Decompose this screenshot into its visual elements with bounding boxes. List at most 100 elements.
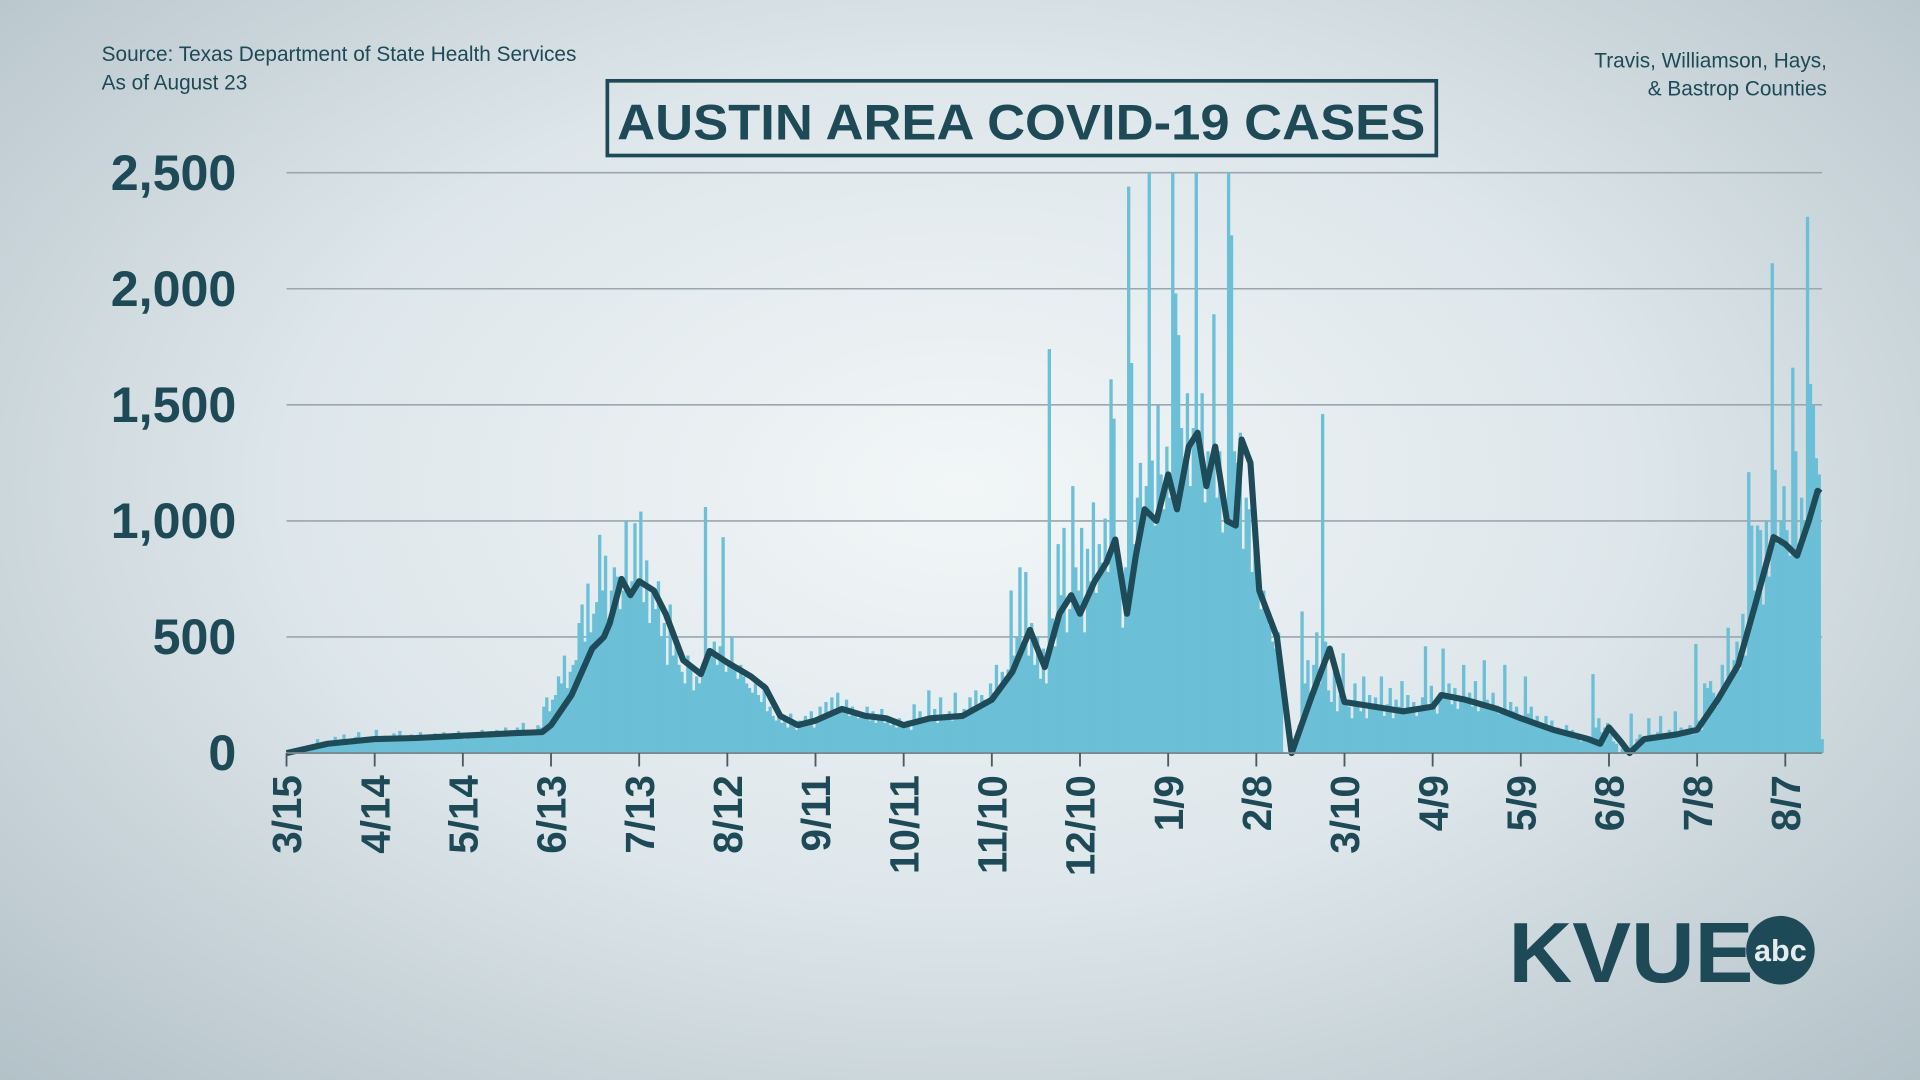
- daily-bar: [983, 699, 987, 754]
- daily-bar: [1720, 664, 1724, 754]
- daily-bar: [553, 695, 558, 754]
- daily-bar: [436, 739, 440, 754]
- daily-bar: [1056, 544, 1060, 754]
- daily-bar: [665, 664, 669, 754]
- daily-bar: [965, 711, 969, 754]
- x-tick-label: 12/10: [1058, 775, 1104, 876]
- daily-bar: [1059, 595, 1063, 754]
- daily-bar: [1032, 664, 1037, 754]
- daily-bar: [415, 735, 420, 754]
- daily-bar: [1397, 706, 1401, 754]
- daily-bar: [1426, 706, 1431, 754]
- daily-bar: [859, 713, 863, 754]
- daily-bar: [668, 604, 672, 754]
- daily-bar: [362, 737, 367, 754]
- daily-bar: [1800, 497, 1804, 754]
- x-axis-ticks: 3/15 4/14 5/14 6/13 7/13 8/12 9/11 10/11 11/10 12…: [264, 753, 1809, 876]
- daily-bar: [1697, 720, 1701, 754]
- daily-bar: [1738, 669, 1742, 754]
- x-tick-label: 10/11: [881, 775, 927, 874]
- daily-bar: [506, 731, 511, 754]
- daily-bar: [383, 735, 387, 754]
- logo-text: KVUE: [1509, 905, 1754, 1001]
- daily-bar: [515, 727, 520, 754]
- daily-bar: [1732, 660, 1736, 754]
- daily-bar: [1276, 632, 1281, 754]
- daily-bar: [345, 741, 349, 754]
- daily-bar: [1238, 432, 1242, 754]
- daily-bar: [706, 655, 711, 754]
- daily-bar: [739, 664, 743, 754]
- daily-bar: [753, 683, 758, 754]
- daily-bar: [977, 704, 981, 754]
- daily-bar: [351, 740, 355, 754]
- daily-bar: [1776, 544, 1780, 754]
- daily-bar: [994, 664, 999, 754]
- daily-bar: [1379, 676, 1384, 754]
- daily-bar: [1779, 520, 1783, 754]
- daily-bar: [1429, 685, 1434, 754]
- daily-bar: [1608, 734, 1613, 754]
- daily-bar: [1450, 704, 1454, 754]
- daily-bars: [286, 172, 1824, 754]
- daily-bar: [1035, 636, 1040, 754]
- daily-bar: [1191, 428, 1195, 754]
- daily-bar: [1159, 474, 1163, 754]
- daily-bar: [1606, 722, 1610, 754]
- daily-bar: [1453, 688, 1457, 754]
- daily-bar: [727, 660, 731, 754]
- daily-bar: [1661, 739, 1666, 754]
- daily-bar: [1750, 525, 1754, 754]
- daily-bar: [1185, 393, 1190, 754]
- chart-title: AUSTIN AREA COVID-19 CASES: [617, 95, 1425, 151]
- daily-bar: [536, 725, 540, 754]
- daily-bar: [1517, 718, 1522, 754]
- y-axis-ticks: 0 500 1,000 1,500 2,000 2,500: [111, 145, 237, 781]
- daily-bar: [1100, 562, 1104, 754]
- daily-bar: [1685, 732, 1689, 754]
- daily-bar: [1805, 216, 1810, 754]
- daily-bar: [483, 733, 487, 754]
- daily-bar: [918, 711, 922, 754]
- daily-bar: [1338, 695, 1342, 754]
- daily-bar: [348, 739, 352, 754]
- daily-bar: [1024, 571, 1028, 754]
- daily-bar: [1253, 539, 1257, 754]
- daily-bar: [1082, 632, 1087, 754]
- daily-bar: [1752, 590, 1757, 754]
- daily-bar: [1420, 697, 1425, 754]
- daily-bar: [771, 715, 775, 754]
- daily-bar: [697, 683, 702, 754]
- daily-bar: [354, 736, 358, 754]
- daily-bar: [1403, 713, 1407, 754]
- daily-bar: [1767, 576, 1771, 754]
- daily-bar: [1368, 695, 1372, 754]
- daily-bar: [1244, 497, 1248, 754]
- daily-bar: [756, 695, 761, 754]
- daily-bar: [959, 715, 963, 754]
- daily-bar: [1256, 567, 1260, 754]
- daily-bar: [1744, 655, 1748, 754]
- x-tick-label: 5/9: [1499, 775, 1545, 831]
- daily-bar: [430, 736, 434, 754]
- daily-bar: [1141, 525, 1146, 754]
- daily-bar: [1127, 186, 1131, 754]
- x-tick-label: 9/11: [793, 775, 839, 851]
- daily-bar: [609, 590, 614, 754]
- daily-bar: [386, 741, 390, 754]
- y-tick-label: 2,500: [111, 145, 237, 201]
- daily-bar: [1547, 729, 1551, 754]
- x-tick-label: 7/8: [1675, 775, 1721, 831]
- daily-bar: [818, 706, 822, 754]
- daily-bar: [1409, 711, 1413, 754]
- daily-bar: [1356, 701, 1360, 754]
- daily-bar: [821, 718, 825, 754]
- y-tick-label: 500: [153, 609, 237, 665]
- x-tick-label: 4/9: [1410, 775, 1456, 831]
- daily-bar: [1362, 676, 1366, 754]
- daily-bar: [659, 636, 664, 754]
- daily-bar: [1782, 486, 1786, 754]
- daily-bar: [1165, 446, 1169, 754]
- daily-bar: [1791, 367, 1795, 754]
- daily-bar: [1138, 462, 1143, 754]
